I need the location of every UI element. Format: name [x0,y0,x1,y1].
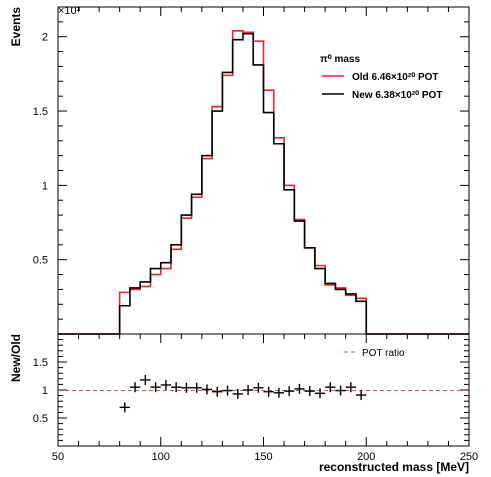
top-y-tick-label: 1 [42,180,48,192]
ratio-point [212,386,223,397]
ratio-point [355,390,367,401]
bottom-xlabel: reconstructed mass [MeV] [319,460,469,474]
top-y-tick-label: 0.5 [33,255,48,267]
ratio-point [119,402,130,413]
bottom-panel: 0.511.550 100 150 200 250 POT ratio New/Old … [9,333,478,474]
top-panel: 0.5 1 1.5 2 ×10³ Events π⁰ mass Old 6.46×10… [9,5,470,335]
ratio-point [191,382,202,393]
legend-title: π⁰ mass [320,54,360,65]
ratio-point [314,388,326,399]
ratio-point [325,382,336,393]
ratio-point [150,382,161,393]
ratio-point [253,382,264,393]
histogram-old [58,29,469,335]
bottom-plot-frame [57,333,470,447]
ratio-legend-label: POT ratio [362,348,405,359]
ratio-point [263,386,274,397]
ratio-point [304,386,315,397]
top-y-tick-label: 2 [42,32,48,44]
bottom-x-tick-label: 150 [254,451,272,463]
bottom-x-tick-label: 50 [52,451,64,463]
ratio-points [119,374,367,413]
ratio-point [160,379,172,390]
bottom-y-tick-label: 1.5 [33,357,48,369]
top-ylabel: Events [9,7,23,47]
ratio-point [232,388,243,399]
histogram-new [58,32,469,335]
legend-label-new: New 6.38×10²⁰ POT [352,90,442,101]
ratio-point [140,374,151,385]
ratio-point [284,386,295,397]
top-y-ticks: 0.5 1 1.5 2 [33,7,470,320]
ratio-point [201,384,213,395]
ratio-point [294,383,305,394]
bottom-y-tick-label: 0.5 [33,413,48,425]
bottom-x-tick-label: 250 [460,451,478,463]
ratio-point [171,382,182,393]
ratio-point [345,382,356,393]
legend-label-old: Old 6.46×10²⁰ POT [352,72,439,83]
bottom-x-tick-label: 100 [152,451,170,463]
ratio-point [129,382,141,393]
bottom-y-tick-label: 1 [42,385,48,397]
top-y-tick-label: 1.5 [33,106,48,118]
legend: π⁰ mass Old 6.46×10²⁰ POT New 6.38×10²⁰ … [320,54,442,101]
top-histograms [58,29,469,335]
ratio-point [273,387,285,398]
bottom-x-tick-label: 200 [357,451,375,463]
ratio-point [222,385,233,396]
y-multiplier-label: ×10³ [58,5,81,17]
ratio-point [335,385,346,396]
bottom-ticks: 0.5 1 1.5 50 100 150 200 250 [33,334,478,463]
bottom-ylabel: New/Old [9,334,23,382]
ratio-point [181,382,192,393]
ratio-point [242,385,254,395]
